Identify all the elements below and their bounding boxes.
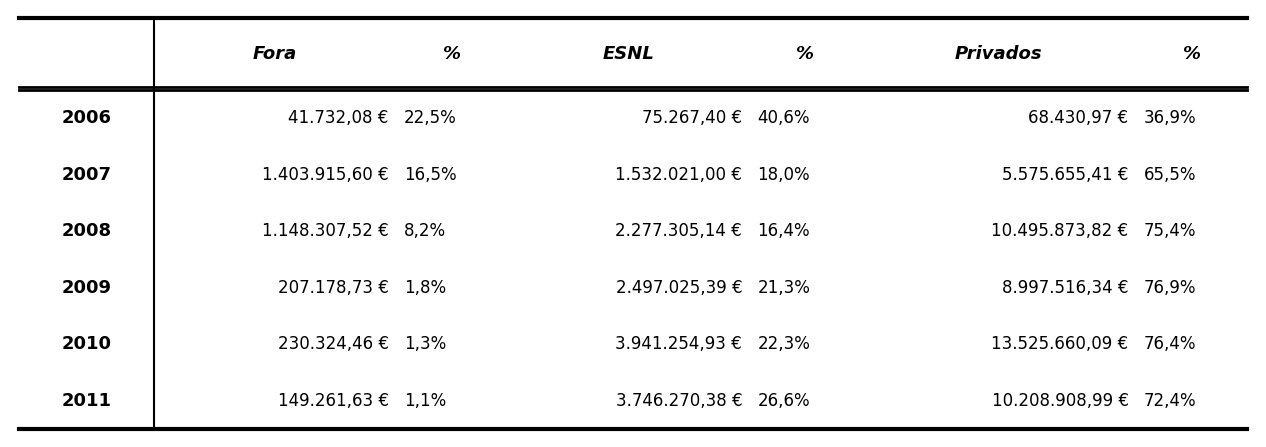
Text: 76,9%: 76,9% (1143, 279, 1196, 297)
Text: 1.148.307,52 €: 1.148.307,52 € (262, 222, 389, 240)
Text: 1.532.021,00 €: 1.532.021,00 € (615, 166, 742, 184)
Text: 1.403.915,60 €: 1.403.915,60 € (262, 166, 389, 184)
Text: 72,4%: 72,4% (1143, 392, 1196, 410)
Text: 3.941.254,93 €: 3.941.254,93 € (615, 335, 742, 353)
Text: 21,3%: 21,3% (757, 279, 810, 297)
Text: 41.732,08 €: 41.732,08 € (289, 109, 389, 127)
Text: 10.208.908,99 €: 10.208.908,99 € (991, 392, 1128, 410)
Text: 16,4%: 16,4% (757, 222, 810, 240)
Text: 22,5%: 22,5% (404, 109, 457, 127)
Text: 26,6%: 26,6% (757, 392, 810, 410)
Text: 2008: 2008 (61, 222, 111, 240)
Text: 36,9%: 36,9% (1143, 109, 1196, 127)
Text: 40,6%: 40,6% (757, 109, 810, 127)
Text: Fora: Fora (253, 45, 298, 63)
Text: 2009: 2009 (61, 279, 111, 297)
Text: 16,5%: 16,5% (404, 166, 457, 184)
Text: 65,5%: 65,5% (1143, 166, 1196, 184)
Text: 8,2%: 8,2% (404, 222, 446, 240)
Text: 18,0%: 18,0% (757, 166, 810, 184)
Text: 68.430,97 €: 68.430,97 € (1028, 109, 1128, 127)
Text: 1,1%: 1,1% (404, 392, 446, 410)
Text: %: % (796, 45, 814, 63)
Text: 76,4%: 76,4% (1143, 335, 1196, 353)
Text: Privados: Privados (955, 45, 1042, 63)
Text: 2.497.025,39 €: 2.497.025,39 € (615, 279, 742, 297)
Text: 3.746.270,38 €: 3.746.270,38 € (615, 392, 742, 410)
Text: 2011: 2011 (61, 392, 111, 410)
Text: 2007: 2007 (61, 166, 111, 184)
Text: 10.495.873,82 €: 10.495.873,82 € (991, 222, 1128, 240)
Text: 5.575.655,41 €: 5.575.655,41 € (1003, 166, 1128, 184)
Text: 230.324,46 €: 230.324,46 € (277, 335, 389, 353)
Text: 207.178,73 €: 207.178,73 € (279, 279, 389, 297)
Text: 8.997.516,34 €: 8.997.516,34 € (1003, 279, 1128, 297)
Text: %: % (1182, 45, 1200, 63)
Text: 13.525.660,09 €: 13.525.660,09 € (991, 335, 1128, 353)
Text: 1,3%: 1,3% (404, 335, 446, 353)
Text: 22,3%: 22,3% (757, 335, 810, 353)
Text: 1,8%: 1,8% (404, 279, 446, 297)
Text: %: % (443, 45, 461, 63)
Text: 149.261,63 €: 149.261,63 € (277, 392, 389, 410)
Text: 2.277.305,14 €: 2.277.305,14 € (615, 222, 742, 240)
Text: ESNL: ESNL (603, 45, 655, 63)
Text: 2006: 2006 (61, 109, 111, 127)
Text: 75.267,40 €: 75.267,40 € (642, 109, 742, 127)
Text: 75,4%: 75,4% (1143, 222, 1196, 240)
Text: 2010: 2010 (61, 335, 111, 353)
